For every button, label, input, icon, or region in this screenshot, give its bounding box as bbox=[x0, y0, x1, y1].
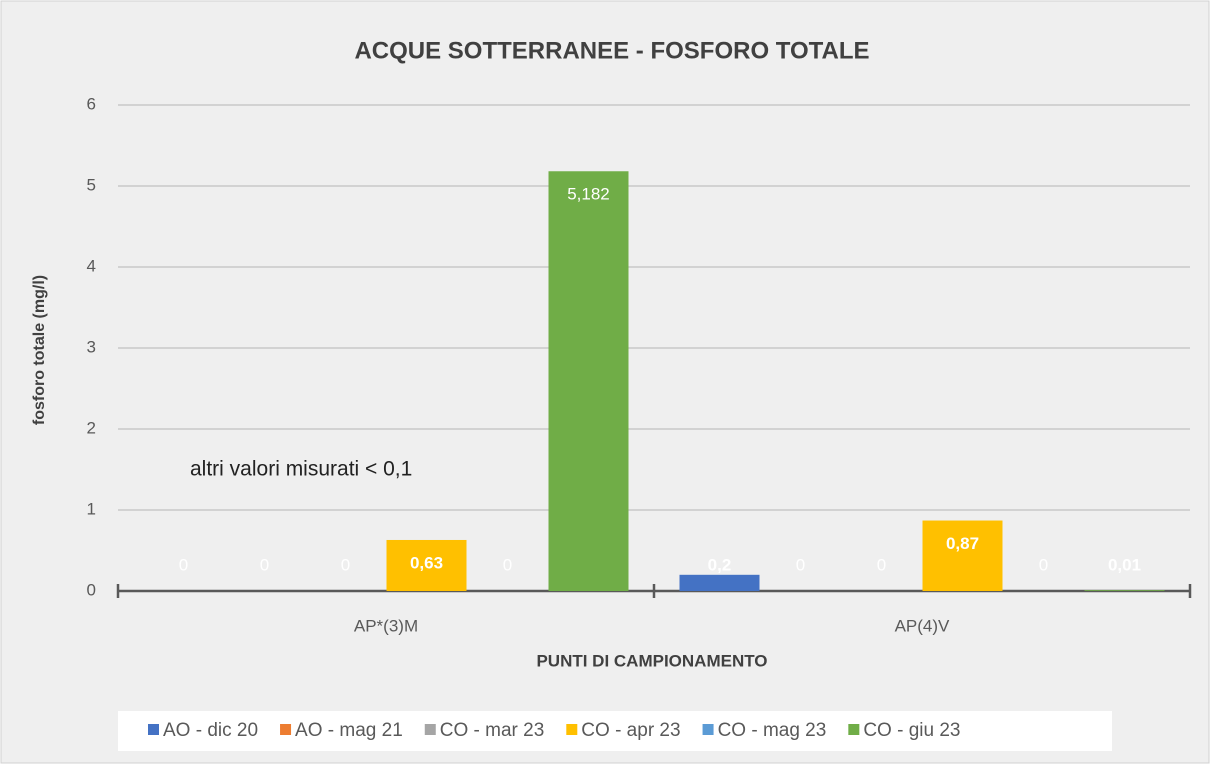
legend-label: CO - mar 23 bbox=[440, 720, 545, 741]
legend-swatch bbox=[566, 724, 578, 735]
legend-label: CO - giu 23 bbox=[863, 720, 960, 741]
y-tick-label: 5 bbox=[87, 175, 96, 194]
data-label: 0 bbox=[796, 555, 805, 574]
data-label: 0 bbox=[877, 555, 886, 574]
legend-label: CO - mag 23 bbox=[718, 720, 827, 741]
x-tick-label: AP*(3)M bbox=[354, 616, 418, 635]
legend-label: AO - mag 21 bbox=[295, 720, 403, 741]
data-label: 0 bbox=[1039, 555, 1048, 574]
x-axis-label: PUNTI DI CAMPIONAMENTO bbox=[536, 651, 767, 670]
chart-title: ACQUE SOTTERRANEE - FOSFORO TOTALE bbox=[354, 37, 869, 64]
data-label: 5,182 bbox=[567, 185, 610, 204]
y-tick-label: 4 bbox=[87, 256, 96, 275]
legend-swatch bbox=[424, 724, 436, 735]
data-label: 0,2 bbox=[708, 555, 732, 574]
legend-swatch bbox=[280, 724, 292, 735]
y-axis-label: fosforo totale (mg/l) bbox=[31, 275, 48, 425]
y-tick-label: 0 bbox=[87, 580, 96, 599]
data-label: 0 bbox=[179, 555, 188, 574]
legend-swatch bbox=[148, 724, 159, 735]
y-tick-label: 6 bbox=[87, 94, 96, 113]
y-tick-label: 2 bbox=[87, 418, 96, 437]
x-tick-label: AP(4)V bbox=[895, 616, 950, 635]
bar bbox=[1084, 590, 1165, 591]
legend-swatch bbox=[702, 724, 714, 735]
bar bbox=[386, 539, 467, 591]
annotation: altri valori misurati < 0,1 bbox=[190, 458, 412, 481]
legend-label: AO - dic 20 bbox=[163, 720, 258, 741]
data-label: 0,01 bbox=[1108, 555, 1141, 574]
data-label: 0 bbox=[503, 555, 512, 574]
bar bbox=[548, 171, 629, 591]
y-tick-label: 1 bbox=[87, 499, 96, 518]
data-label: 0,63 bbox=[410, 553, 443, 572]
legend-swatch bbox=[848, 724, 860, 735]
bar bbox=[922, 520, 1003, 591]
legend-label: CO - apr 23 bbox=[581, 720, 680, 741]
y-tick-label: 3 bbox=[87, 337, 96, 356]
data-label: 0 bbox=[260, 555, 269, 574]
data-label: 0,87 bbox=[946, 534, 979, 553]
data-label: 0 bbox=[341, 555, 350, 574]
bar bbox=[679, 574, 760, 591]
